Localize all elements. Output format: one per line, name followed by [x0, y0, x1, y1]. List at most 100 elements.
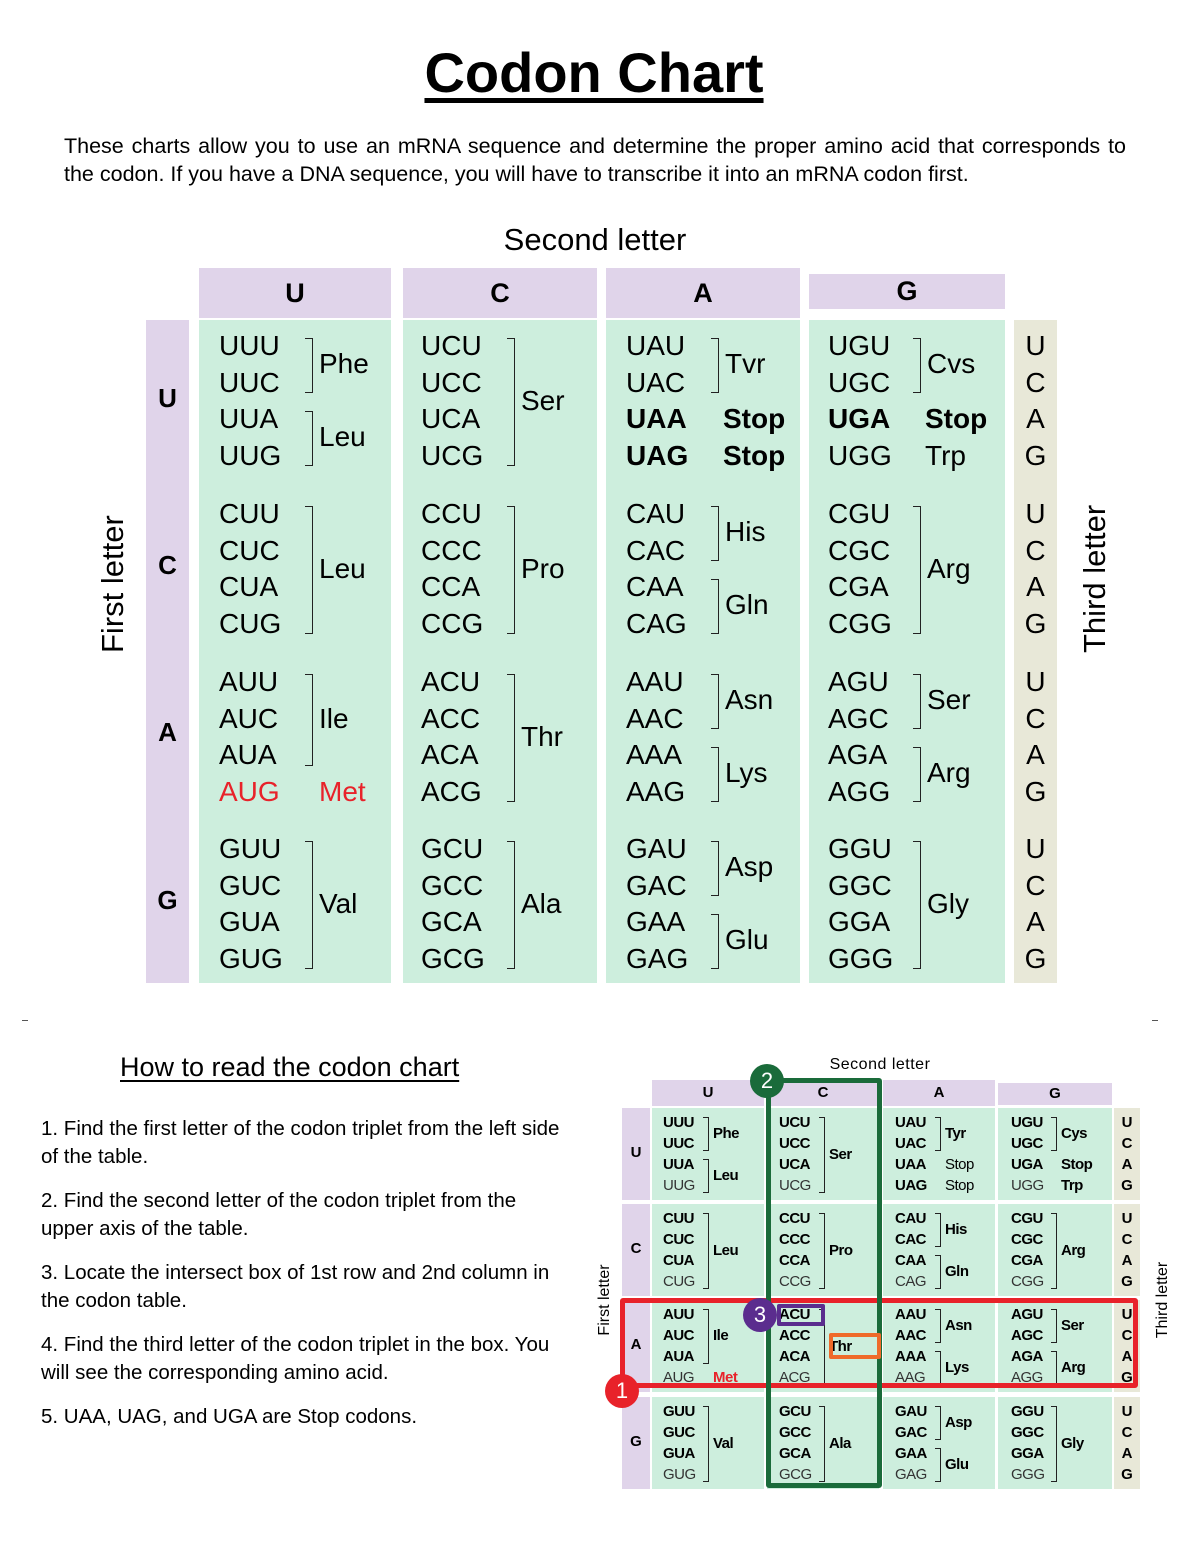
column-cells-a — [606, 320, 800, 983]
codon-bracket — [507, 338, 515, 466]
example-amino-acid: Leu — [713, 1241, 739, 1259]
example-codon: AGC — [1011, 1327, 1043, 1344]
codon: GAA — [626, 906, 686, 937]
third-letter-c: C — [1025, 534, 1046, 566]
third-letter-axis-label: Third letter — [1077, 504, 1112, 653]
third-letter-column — [1014, 320, 1057, 983]
example-amino-acid: Glu — [945, 1455, 969, 1473]
example-amino-acid: Thr — [829, 1337, 852, 1355]
example-codon-bracket — [1051, 1213, 1057, 1289]
example-codon-bracket — [935, 1117, 941, 1151]
amino-acid: Ala — [521, 887, 562, 919]
codon: CGC — [828, 534, 891, 566]
page-title: Codon Chart — [424, 41, 764, 104]
example-codon: CCG — [779, 1273, 811, 1290]
example-cell — [767, 1204, 879, 1296]
codon: ACC — [421, 702, 481, 734]
codon: CAU — [626, 498, 686, 529]
codon: AGC — [828, 702, 889, 734]
third-letter-c: C — [1025, 366, 1046, 398]
example-codon-bracket — [703, 1213, 709, 1289]
column-cells-u — [199, 320, 391, 983]
example-codon-bracket — [819, 1406, 825, 1482]
example-third-letter-u: U — [1121, 1114, 1133, 1131]
codon: ACU — [421, 666, 481, 697]
example-third-letter-c: C — [1121, 1135, 1133, 1152]
example-codon: GCU — [779, 1403, 811, 1420]
second-letter-axis-label: Second letter — [503, 222, 687, 257]
codon: CCA — [421, 571, 481, 602]
first-letter-column — [146, 320, 189, 983]
codon: CAG — [626, 607, 687, 639]
amino-acid: Phe — [319, 348, 369, 380]
third-letter-u: U — [1025, 498, 1046, 529]
example-amino-acid: Arg — [1061, 1241, 1086, 1259]
codon: UAC — [626, 366, 686, 398]
example-codon: UUU — [663, 1114, 695, 1131]
example-amino-acid: Val — [713, 1434, 734, 1452]
example-codon-bracket — [1051, 1117, 1057, 1151]
codon: CCU — [421, 498, 482, 529]
codon: CCC — [421, 534, 482, 566]
codon: GGU — [828, 833, 892, 864]
codon: CGU — [828, 498, 891, 529]
example-codon: AAG — [895, 1369, 926, 1386]
codon: GCG — [421, 942, 485, 974]
example-codon: GAC — [895, 1424, 927, 1441]
codon-bracket — [711, 579, 719, 634]
example-codon: ACG — [779, 1369, 811, 1386]
example-codon: CGC — [1011, 1231, 1043, 1248]
example-codon-bracket — [819, 1213, 825, 1289]
example-codon: UUC — [663, 1135, 695, 1152]
example-cell — [883, 1300, 995, 1392]
codon: CUU — [219, 498, 280, 529]
example-codon: GAU — [895, 1403, 927, 1420]
example-codon: GCC — [779, 1424, 811, 1441]
example-codon: ACU — [779, 1306, 811, 1323]
example-codon: GGU — [1011, 1403, 1044, 1420]
example-codon: AUC — [663, 1327, 695, 1344]
example-codon: UGC — [1011, 1135, 1043, 1152]
codon: UUG — [219, 439, 282, 471]
example-third-letter-g: G — [1121, 1273, 1133, 1290]
example-codon: UAA — [895, 1156, 927, 1173]
example-codon: UCG — [779, 1177, 811, 1194]
example-third-letter-u: U — [1121, 1306, 1133, 1323]
example-amino-acid: Asn — [945, 1316, 972, 1334]
first-letter-u: U — [158, 383, 177, 413]
example-codon: AGG — [1011, 1369, 1043, 1386]
example-codon: AUA — [663, 1348, 695, 1365]
codon: UUC — [219, 366, 280, 398]
codon-bracket — [711, 674, 719, 729]
codon: CGG — [828, 607, 892, 639]
codon: AUA — [219, 739, 277, 770]
column-cells-g — [809, 320, 1005, 983]
third-letter-c: C — [1025, 702, 1046, 734]
codon-bracket — [913, 747, 921, 802]
example-codon: CUG — [663, 1273, 695, 1290]
step-marker-3: 3 — [743, 1298, 777, 1332]
example-codon: CUC — [663, 1231, 695, 1248]
codon: UGA — [828, 403, 891, 434]
example-codon: GGC — [1011, 1424, 1044, 1441]
example-third-letter-g: G — [1121, 1369, 1133, 1386]
amino-acid: Arg — [927, 757, 971, 789]
example-codon: GAA — [895, 1445, 927, 1462]
example-codon: GUA — [663, 1445, 695, 1462]
example-codon-bracket — [819, 1117, 825, 1193]
example-amino-acid: Ala — [829, 1434, 851, 1452]
codon-bracket — [507, 674, 515, 802]
example-codon: CCA — [779, 1252, 811, 1269]
example-first-letter-cell — [622, 1108, 650, 1200]
example-codon: UGA — [1011, 1156, 1043, 1173]
example-codon-bracket — [935, 1255, 941, 1289]
example-cell — [767, 1397, 879, 1489]
amino-acid: Gln — [725, 589, 769, 621]
third-letter-a: A — [1026, 571, 1045, 602]
example-first-letter-u: U — [630, 1144, 642, 1161]
example-codon: GGA — [1011, 1445, 1044, 1462]
example-codon: CGU — [1011, 1210, 1043, 1227]
example-codon: CGG — [1011, 1273, 1044, 1290]
codon-bracket — [913, 674, 921, 729]
example-amino-acid: Stop — [1061, 1156, 1093, 1173]
